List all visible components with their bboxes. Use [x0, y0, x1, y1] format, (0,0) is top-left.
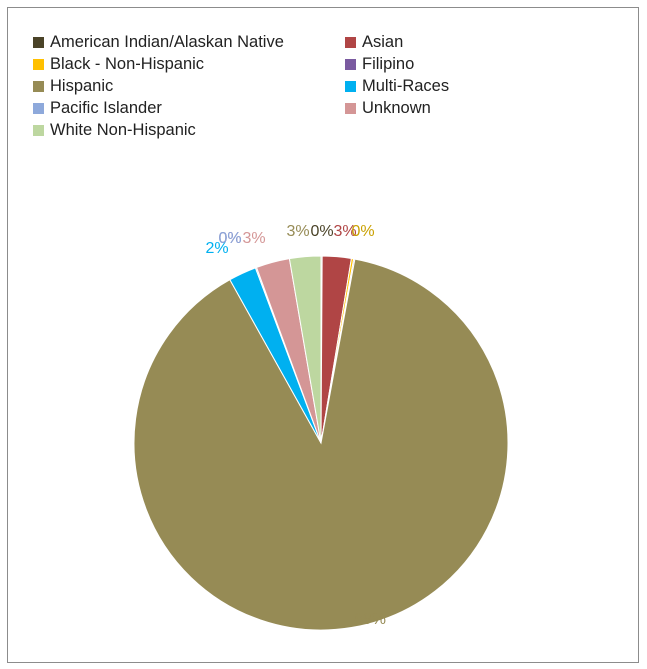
slice-data-label: 89% — [354, 611, 386, 628]
legend-item: Asian — [345, 31, 403, 53]
legend-swatch — [345, 36, 356, 48]
legend-swatch — [33, 124, 44, 136]
legend-label: Hispanic — [50, 76, 114, 95]
slice-data-label: 2% — [205, 240, 228, 257]
pie-slice — [133, 258, 509, 631]
legend-label: Unknown — [362, 98, 431, 117]
legend-swatch — [33, 80, 44, 92]
legend-label: Filipino — [362, 54, 415, 73]
pie-slice — [288, 255, 322, 444]
legend-label: White Non-Hispanic — [50, 120, 196, 139]
legend-item: White Non-Hispanic — [33, 119, 196, 141]
legend-item: Pacific Islander — [33, 97, 162, 119]
legend-swatch — [33, 102, 44, 114]
slice-data-label: 0% — [218, 230, 241, 247]
legend-swatch — [345, 80, 356, 92]
slice-data-label: 0% — [351, 223, 374, 240]
legend-swatch — [33, 58, 44, 70]
legend-swatch — [33, 36, 44, 48]
legend-label: Black - Non-Hispanic — [50, 54, 205, 73]
slice-data-label: 0% — [218, 230, 241, 247]
legend-label: Multi-Races — [362, 76, 450, 95]
slice-data-label: 3% — [242, 230, 265, 247]
legend-item: Hispanic — [33, 75, 113, 97]
legend-label: American Indian/Alaskan Native — [50, 32, 284, 51]
slice-data-label: 0% — [310, 223, 333, 240]
legend-item: American Indian/Alaskan Native — [33, 31, 284, 53]
legend-item: Multi-Races — [345, 75, 449, 97]
legend-swatch — [345, 102, 356, 114]
slice-data-label: 3% — [333, 223, 356, 240]
legend-item: Unknown — [345, 97, 431, 119]
slice-data-label: 3% — [286, 223, 309, 240]
legend-label: Asian — [362, 32, 404, 51]
legend-item: Filipino — [345, 53, 414, 75]
legend-swatch — [345, 58, 356, 70]
legend-item: Black - Non-Hispanic — [33, 53, 204, 75]
legend-label: Pacific Islander — [50, 98, 162, 117]
